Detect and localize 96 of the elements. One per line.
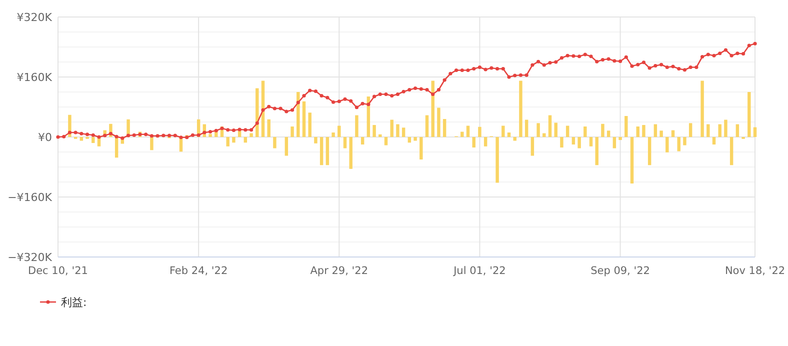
- legend-item: 利益:: [40, 296, 87, 309]
- bar: [226, 137, 230, 146]
- bar: [612, 137, 616, 148]
- bar: [671, 130, 675, 137]
- bar: [636, 126, 640, 137]
- bar: [618, 137, 622, 140]
- bar: [542, 133, 546, 137]
- y-tick-label: ¥320K: [16, 11, 53, 24]
- bar: [326, 137, 330, 166]
- bar: [232, 137, 236, 143]
- bar: [460, 132, 464, 137]
- bar: [753, 127, 757, 137]
- bar: [355, 115, 358, 137]
- x-tick-label: Feb 24, '22: [169, 265, 228, 277]
- bar: [648, 137, 652, 166]
- bar: [513, 137, 516, 141]
- bar: [402, 128, 406, 137]
- bar: [314, 137, 318, 144]
- bar: [536, 123, 540, 137]
- bar: [502, 126, 505, 137]
- bar: [507, 132, 511, 137]
- bar: [338, 126, 341, 137]
- bar: [718, 124, 722, 137]
- y-tick-label: ¥0: [38, 131, 52, 144]
- bar: [654, 124, 658, 137]
- bar: [496, 137, 499, 183]
- bar: [442, 119, 446, 137]
- bar: [284, 137, 288, 156]
- bar: [548, 115, 552, 137]
- bar: [712, 137, 716, 144]
- x-tick-label: Dec 10, '21: [28, 265, 88, 277]
- x-tick-label: Sep 09, '22: [590, 265, 650, 277]
- bar: [706, 124, 710, 137]
- bar: [378, 134, 382, 137]
- bar: [414, 137, 417, 141]
- bar: [560, 137, 564, 148]
- bar: [660, 130, 663, 137]
- bar: [630, 137, 634, 184]
- y-tick-label: ¥160K: [16, 71, 53, 84]
- bar: [524, 120, 528, 137]
- bar: [748, 92, 751, 137]
- bar: [244, 137, 248, 143]
- bar: [642, 125, 646, 137]
- bar: [267, 119, 270, 137]
- bar: [431, 80, 434, 137]
- bar: [683, 137, 686, 146]
- bar: [530, 137, 534, 156]
- x-tick-label: Apr 29, '22: [310, 265, 368, 277]
- bar: [320, 137, 324, 166]
- bar: [736, 124, 740, 137]
- bar: [566, 126, 570, 137]
- bar: [437, 108, 440, 137]
- bar: [360, 137, 364, 144]
- bar: [343, 137, 347, 148]
- bar: [332, 132, 335, 137]
- bar: [601, 124, 604, 137]
- bar: [472, 137, 476, 148]
- bar: [349, 137, 352, 169]
- bar: [408, 137, 412, 143]
- bar: [589, 137, 593, 146]
- bar: [466, 126, 470, 137]
- bar: [519, 80, 522, 137]
- bar: [425, 115, 429, 137]
- bar: [554, 122, 558, 137]
- bar: [308, 112, 312, 137]
- bar: [296, 92, 300, 137]
- bar: [688, 123, 692, 137]
- bar: [290, 126, 294, 137]
- legend-label: 利益:: [61, 296, 87, 309]
- bar: [724, 120, 728, 137]
- bar: [606, 130, 610, 137]
- bar: [700, 80, 704, 137]
- bar: [484, 137, 488, 146]
- bar: [273, 137, 276, 148]
- bar: [478, 126, 482, 137]
- bar: [420, 137, 423, 160]
- bar: [677, 137, 680, 152]
- bar: [666, 137, 669, 152]
- x-tick-label: Jul 01, '22: [452, 265, 506, 277]
- bar: [730, 137, 734, 166]
- bar: [384, 137, 388, 146]
- bar: [624, 116, 628, 137]
- bar: [372, 125, 376, 137]
- bar: [396, 124, 400, 137]
- bar: [390, 120, 394, 137]
- y-tick-label: −¥160K: [8, 191, 53, 204]
- bar: [578, 137, 581, 148]
- x-tick-label: Nov 18, '22: [724, 265, 786, 277]
- y-tick-label: −¥320K: [8, 251, 53, 264]
- bar: [584, 126, 587, 137]
- bar: [595, 137, 598, 166]
- bar: [80, 137, 84, 141]
- bar: [572, 137, 576, 144]
- bar: [261, 80, 265, 137]
- bar: [256, 88, 259, 137]
- bar: [302, 101, 306, 137]
